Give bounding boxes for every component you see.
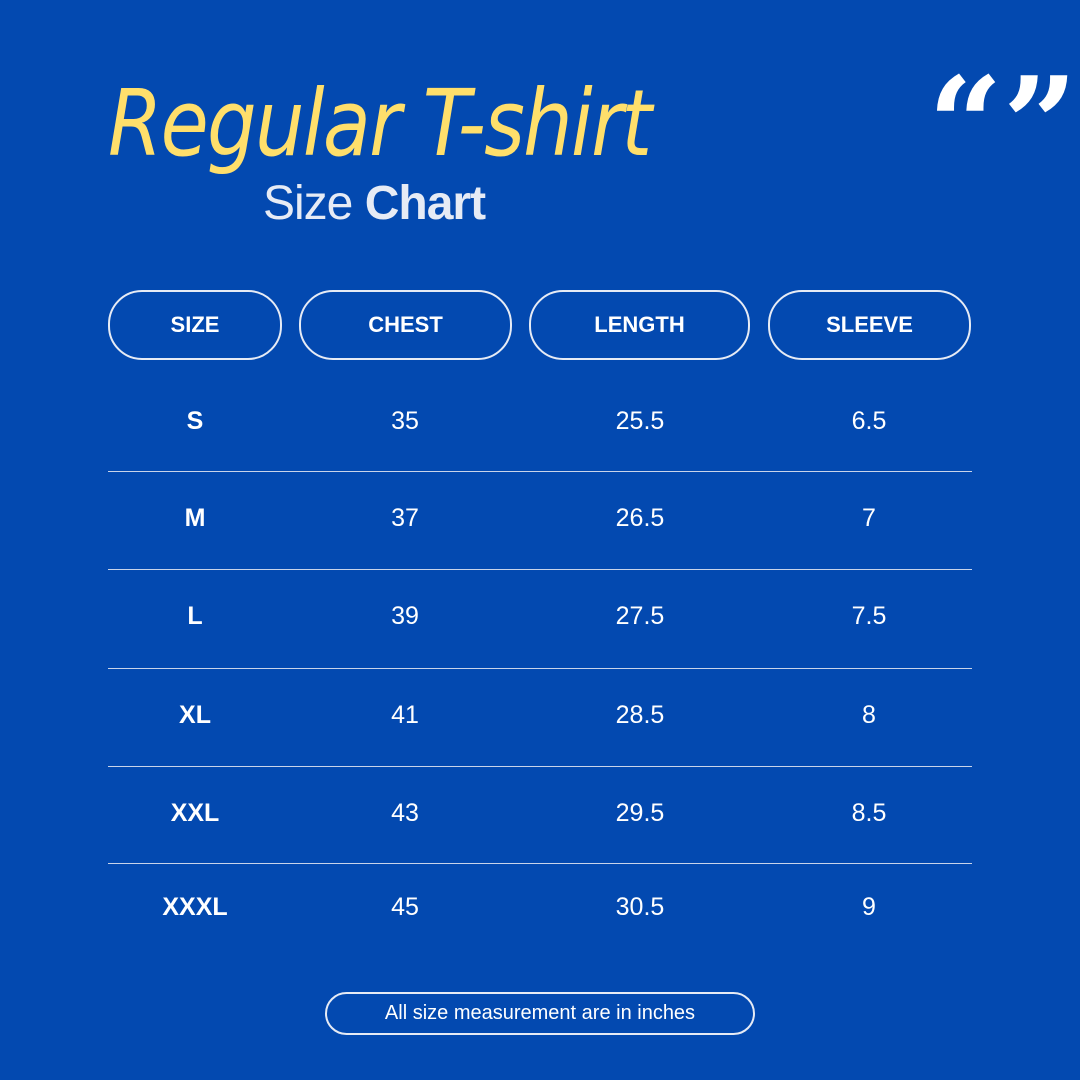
- page-title: Regular T-shirt: [108, 70, 652, 177]
- column-header-size: SIZE: [108, 290, 282, 360]
- table-cell-sleeve: 7.5: [851, 602, 887, 630]
- size-label: M: [184, 504, 206, 532]
- footer-note: All size measurement are in inches: [325, 992, 755, 1035]
- table-cell-sleeve: 6.5: [851, 407, 887, 435]
- table-cell-length: 30.5: [615, 893, 665, 921]
- table-cell-length: 28.5: [615, 701, 665, 729]
- size-label: XXL: [170, 799, 220, 827]
- table-cell-chest: 45: [391, 893, 419, 921]
- column-header-sleeve: SLEEVE: [768, 290, 971, 360]
- column-header-chest: CHEST: [299, 290, 512, 360]
- subtitle-bold: Chart: [364, 177, 486, 230]
- subtitle-light: Size: [263, 177, 353, 230]
- table-cell-sleeve: 7: [862, 504, 876, 532]
- size-label: S: [186, 407, 204, 435]
- table-cell-length: 26.5: [615, 504, 665, 532]
- table-cell-chest: 43: [391, 799, 419, 827]
- size-label: XXXL: [162, 893, 228, 921]
- column-header-length: LENGTH: [529, 290, 750, 360]
- row-divider: [108, 569, 972, 570]
- subtitle: Size Chart: [263, 176, 486, 231]
- table-cell-length: 25.5: [615, 407, 665, 435]
- table-cell-sleeve: 8.5: [851, 799, 887, 827]
- table-cell-sleeve: 8: [862, 701, 876, 729]
- table-cell-length: 27.5: [615, 602, 665, 630]
- table-cell-chest: 39: [391, 602, 419, 630]
- row-divider: [108, 668, 972, 669]
- table-cell-chest: 41: [391, 701, 419, 729]
- table-cell-chest: 37: [391, 504, 419, 532]
- row-divider: [108, 471, 972, 472]
- row-divider: [108, 766, 972, 767]
- size-label: XL: [179, 701, 211, 729]
- table-cell-length: 29.5: [615, 799, 665, 827]
- size-label: L: [187, 602, 203, 630]
- table-cell-chest: 35: [391, 407, 419, 435]
- table-cell-sleeve: 9: [862, 893, 876, 921]
- quotation-marks-icon: “”: [928, 48, 1078, 201]
- row-divider: [108, 863, 972, 864]
